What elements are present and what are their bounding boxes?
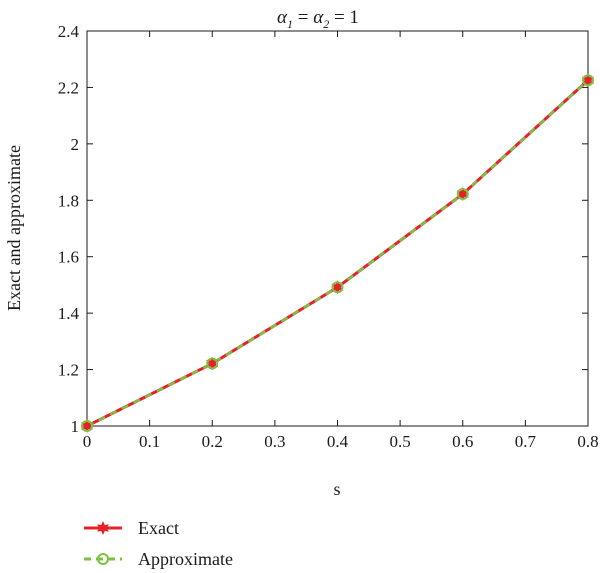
legend: Exact Approximate bbox=[84, 518, 233, 569]
y-tick-label: 1.6 bbox=[58, 248, 79, 267]
y-tick-label: 1.2 bbox=[58, 361, 79, 380]
x-tick-label: 0.2 bbox=[202, 432, 223, 451]
data-point-exact bbox=[331, 280, 344, 295]
legend-label-approximate: Approximate bbox=[138, 549, 233, 569]
y-tick-label: 2 bbox=[71, 135, 80, 154]
data-point-approximate bbox=[206, 357, 219, 370]
x-tick-label: 0.7 bbox=[515, 432, 537, 451]
legend-marker-exact bbox=[96, 520, 110, 536]
title-eq-1: = bbox=[293, 7, 313, 28]
series-layer bbox=[80, 73, 595, 434]
data-point-approximate bbox=[81, 420, 93, 432]
data-point-exact bbox=[206, 356, 219, 371]
x-tick-label: 0.1 bbox=[139, 432, 160, 451]
legend-marker-approximate bbox=[97, 553, 109, 565]
title-eq-2: = 1 bbox=[329, 7, 359, 28]
data-point-approximate bbox=[331, 281, 344, 294]
x-axis-ticks: 0 0.1 0.2 0.3 0.4 0.5 0.6 0.7 0.8 bbox=[83, 31, 599, 451]
x-tick-label: 0.6 bbox=[452, 432, 473, 451]
plot-frame bbox=[86, 30, 589, 427]
title-alpha-1: α bbox=[277, 7, 288, 28]
y-tick-label: 1 bbox=[71, 417, 80, 436]
data-point-approximate bbox=[456, 188, 469, 201]
title-sub-1: 1 bbox=[287, 17, 293, 31]
y-tick-label: 1.8 bbox=[58, 191, 79, 210]
x-tick-label: 0.3 bbox=[264, 432, 285, 451]
y-axis-label: Exact and approximate bbox=[4, 145, 24, 311]
svg-text:α1 = α2 = 1: α1 = α2 = 1 bbox=[277, 7, 359, 31]
series-line-approximate bbox=[86, 79, 589, 428]
series-line-exact bbox=[86, 79, 590, 428]
y-tick-label: 2.2 bbox=[58, 78, 79, 97]
data-point-exact bbox=[581, 73, 595, 88]
x-tick-label: 0.5 bbox=[390, 432, 411, 451]
data-point-exact bbox=[456, 186, 469, 202]
data-point-approximate bbox=[582, 74, 594, 87]
chart-title: α1 = α2 = 1 bbox=[277, 7, 359, 31]
x-axis-label: s bbox=[333, 479, 340, 499]
y-tick-label: 1.4 bbox=[58, 304, 80, 323]
x-tick-label: 0 bbox=[83, 432, 92, 451]
title-alpha-2: α bbox=[313, 7, 324, 28]
x-tick-label: 0.8 bbox=[577, 432, 598, 451]
y-axis-ticks: 1 1.2 1.4 1.6 1.8 2 2.2 2.4 bbox=[58, 22, 588, 436]
x-tick-label: 0.4 bbox=[327, 432, 349, 451]
legend-label-exact: Exact bbox=[138, 518, 179, 538]
y-tick-label: 2.4 bbox=[58, 22, 80, 41]
title-sub-2: 2 bbox=[323, 17, 329, 31]
data-point-exact bbox=[80, 418, 94, 434]
